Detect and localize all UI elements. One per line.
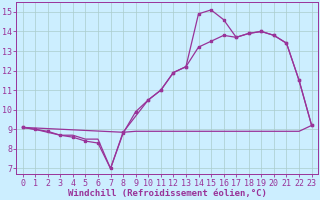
X-axis label: Windchill (Refroidissement éolien,°C): Windchill (Refroidissement éolien,°C) bbox=[68, 189, 267, 198]
